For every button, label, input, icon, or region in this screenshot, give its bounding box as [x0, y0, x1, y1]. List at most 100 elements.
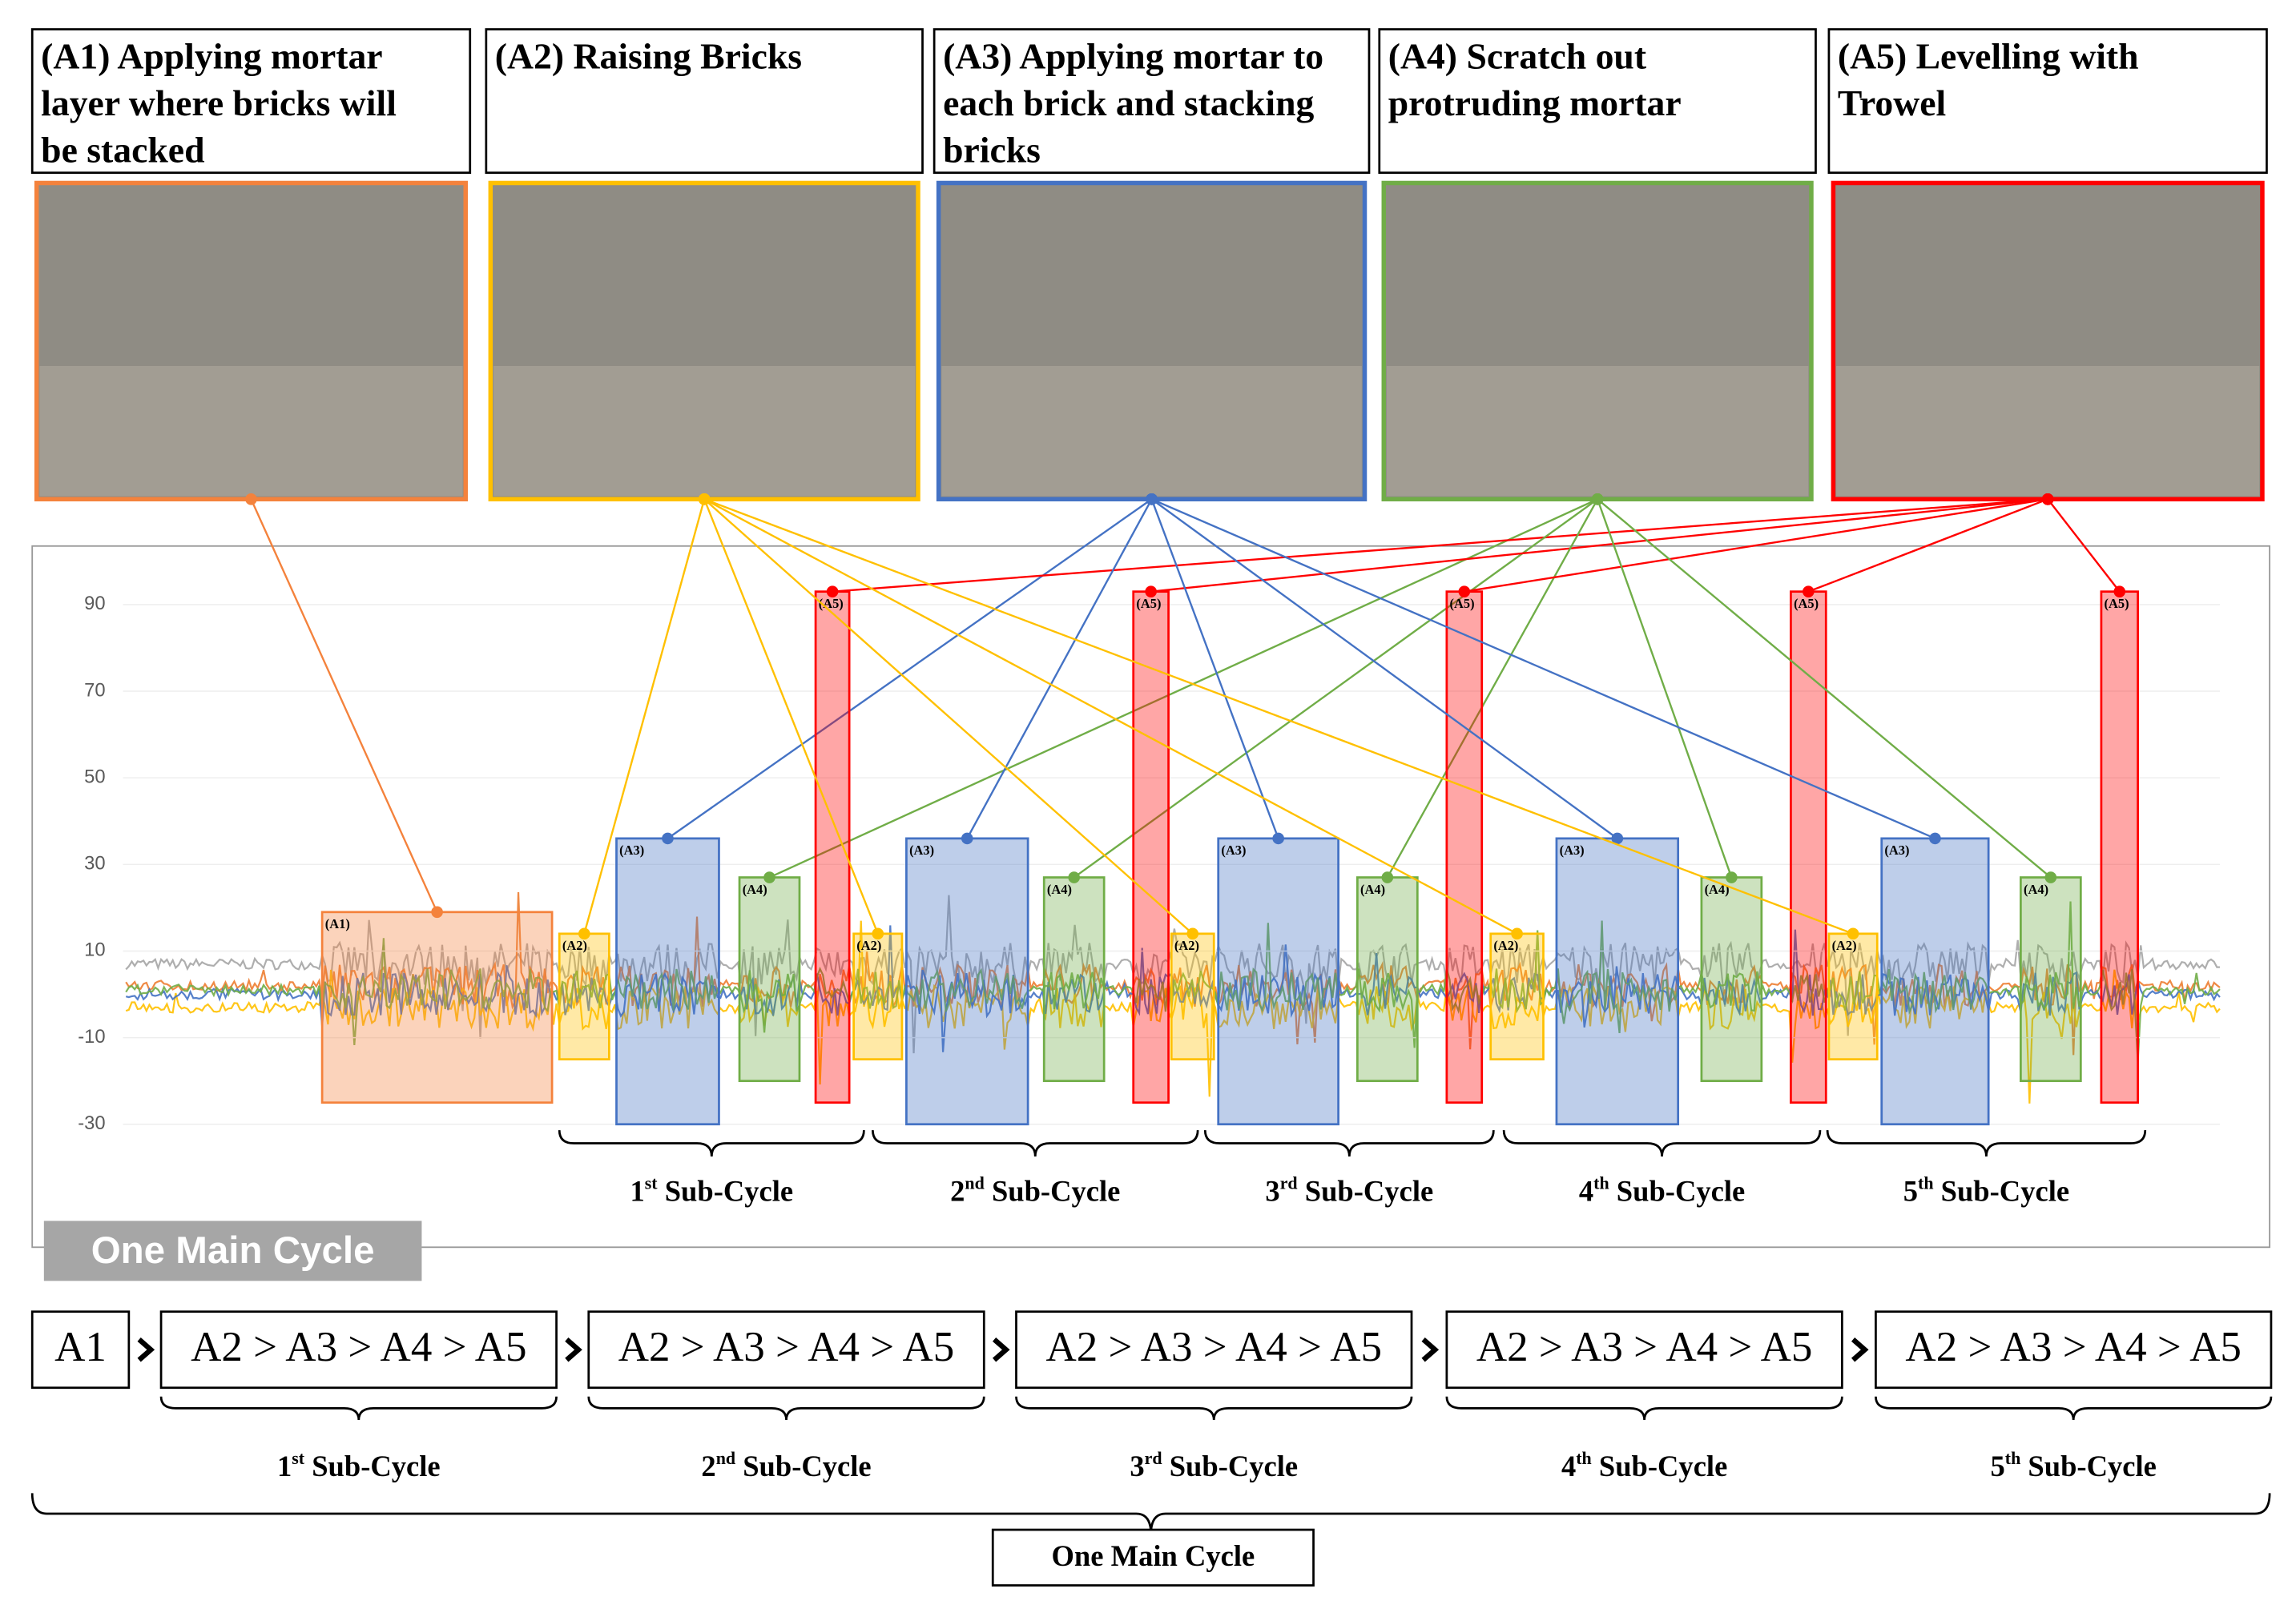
connector: [1597, 498, 2052, 879]
connector-dot: [1458, 585, 1471, 597]
connector: [769, 498, 1598, 879]
connector-dot: [2044, 871, 2057, 883]
photo-dot: [1591, 493, 1604, 505]
activity-box: [1132, 590, 1170, 1104]
sub-cycle-label: 4th Sub-Cycle: [1579, 1173, 1745, 1208]
brace: [872, 1129, 1199, 1157]
sub-cycle-part: th: [1918, 1173, 1934, 1193]
connector-dot: [1929, 832, 1941, 845]
brace: [1445, 1396, 1843, 1421]
activity-label: (A3): [1560, 843, 1585, 858]
step-box: [1015, 1310, 1413, 1390]
sub-cycle-part: Sub-Cycle: [1599, 1450, 1727, 1483]
header-text: layer where bricks will: [41, 82, 397, 123]
connector-dot: [1068, 871, 1081, 883]
activity-box: [2020, 876, 2082, 1083]
activity-box: [1489, 932, 1545, 1061]
sub-cycle-part: rd: [1280, 1173, 1298, 1193]
sub-cycle-part: 3: [1130, 1450, 1144, 1483]
header-text: (A5) Levelling with: [1838, 35, 2139, 76]
connector: [703, 498, 1854, 935]
connector-dot: [763, 871, 775, 883]
connector: [1807, 498, 2048, 593]
connector-dot: [662, 832, 674, 845]
y-tick-label: 90: [84, 593, 105, 614]
header-text: be stacked: [41, 129, 204, 170]
activity-label: (A2): [1174, 938, 1199, 953]
activity-label: (A1): [325, 916, 350, 931]
activity-label: (A3): [619, 843, 644, 858]
activity-label: (A2): [856, 938, 881, 953]
sub-cycle-part: 1: [277, 1450, 292, 1483]
connector: [583, 498, 706, 935]
connector: [832, 498, 2048, 593]
activity-label: (A4): [1047, 882, 1072, 897]
activity-box: [1170, 932, 1215, 1061]
step-text: A2 > A3 > A4 > A5: [191, 1324, 527, 1370]
step-box: [587, 1310, 985, 1390]
brace: [1875, 1396, 2273, 1421]
header-box: [485, 28, 924, 175]
connector-dot: [872, 927, 884, 940]
photo-ground: [1386, 365, 1809, 497]
main-cycle-box: [991, 1528, 1315, 1587]
chevron: [565, 1337, 582, 1362]
signal-traces: [125, 892, 2221, 1104]
connector: [703, 498, 1194, 935]
activity-label: (A4): [1360, 882, 1385, 897]
y-tick-label: -10: [78, 1026, 105, 1048]
photo-ground: [941, 365, 1362, 497]
sub-cycle-part: rd: [1145, 1448, 1162, 1468]
sub-cycle-part: nd: [965, 1173, 984, 1193]
chevron: [137, 1337, 155, 1362]
chevron: [1851, 1337, 1869, 1362]
connector: [250, 498, 438, 913]
connector: [1073, 498, 1598, 879]
connector: [2047, 498, 2121, 593]
connector: [703, 498, 1518, 935]
header-text: (A2) Raising Bricks: [495, 35, 802, 76]
activity-box: [1555, 837, 1680, 1126]
connector-dot: [1726, 871, 1738, 883]
sub-cycle-label: 2nd Sub-Cycle: [701, 1448, 871, 1483]
photo-ground: [39, 365, 463, 497]
header-box: [932, 28, 1371, 175]
main-cycle-tag-text: One Main Cycle: [91, 1229, 375, 1272]
chevron: [992, 1337, 1010, 1362]
signal-trace: [125, 925, 2221, 1052]
sub-cycle-label: 3rd Sub-Cycle: [1130, 1448, 1298, 1483]
photo-dot: [2041, 493, 2054, 505]
signal-trace: [125, 895, 2220, 1054]
activity-box: [1042, 876, 1106, 1083]
activity-box: [1880, 837, 1990, 1126]
brace: [558, 1129, 865, 1157]
activity-label: (A2): [1493, 938, 1518, 953]
connector: [966, 498, 1153, 839]
connector-dot: [1847, 927, 1859, 940]
sub-cycle-part: Sub-Cycle: [743, 1450, 871, 1483]
activity-box: [738, 876, 801, 1083]
y-tick-label: 70: [84, 679, 105, 701]
activity-label: (A4): [2024, 882, 2048, 897]
activity-box: [852, 932, 904, 1061]
header-box: [1827, 28, 2268, 175]
connector-dot: [1381, 871, 1394, 883]
connector: [1597, 498, 1733, 878]
sub-cycle-part: 4: [1579, 1175, 1593, 1208]
sub-cycle-part: st: [292, 1448, 305, 1468]
photo-ground: [493, 365, 916, 497]
sub-cycle-part: Sub-Cycle: [665, 1175, 793, 1208]
sub-cycle-label: 5th Sub-Cycle: [1903, 1173, 2069, 1208]
step-box: [1875, 1310, 2273, 1390]
sub-cycle-part: th: [2005, 1448, 2021, 1468]
sub-cycle-part: Sub-Cycle: [1305, 1175, 1433, 1208]
activity-box: [558, 932, 610, 1061]
step-text: A1: [54, 1324, 107, 1370]
sub-cycle-part: Sub-Cycle: [1941, 1175, 2069, 1208]
main-cycle-text: One Main Cycle: [1052, 1539, 1255, 1572]
y-tick-label: 10: [84, 939, 105, 961]
sub-cycle-label: 2nd Sub-Cycle: [950, 1173, 1120, 1208]
brace: [1203, 1129, 1495, 1157]
sub-cycle-label: 1st Sub-Cycle: [277, 1448, 441, 1483]
